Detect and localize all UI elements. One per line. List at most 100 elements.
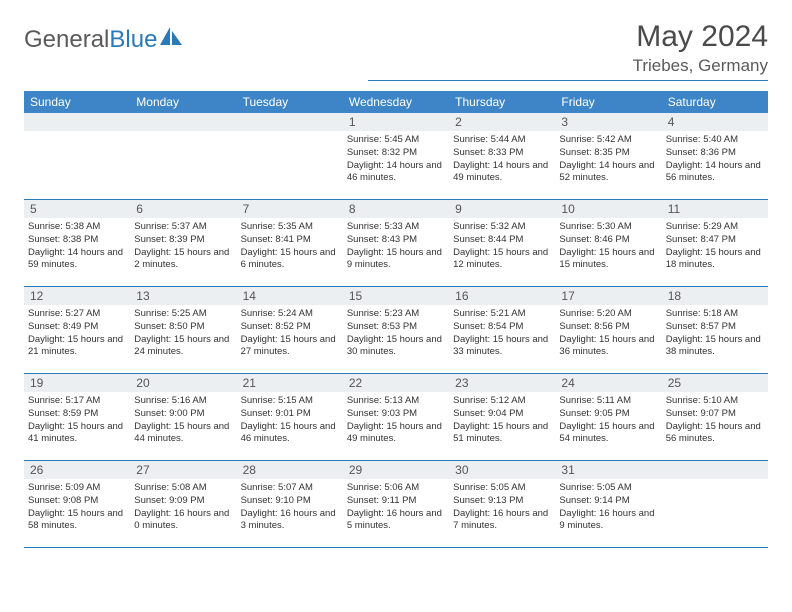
day-cell: 30Sunrise: 5:05 AMSunset: 9:13 PMDayligh…: [449, 461, 555, 547]
day-cell: 16 Sunrise: 5:21 AMSunset: 8:54 PMDayligh…: [449, 287, 555, 373]
day-number: [243, 115, 337, 129]
day-number: 22: [349, 376, 443, 390]
day-number: 30: [455, 463, 549, 477]
day-info: Sunrise: 5:23 AMSunset: 8:53 PMDaylight:…: [347, 308, 445, 359]
day-number: 16: [455, 289, 549, 303]
daylight-text: Daylight: 15 hours and 56 minutes.: [666, 421, 764, 447]
day-cell: 17Sunrise: 5:20 AMSunset: 8:56 PMDayligh…: [555, 287, 661, 373]
day-info: Sunrise: 5:10 AMSunset: 9:07 PMDaylight:…: [666, 395, 764, 446]
day-cell: 21Sunrise: 5:15 AMSunset: 9:01 PMDayligh…: [237, 374, 343, 460]
daylight-text: Daylight: 14 hours and 59 minutes.: [28, 247, 126, 273]
daynum-wrap: 10: [555, 200, 661, 218]
daylight-text: Daylight: 15 hours and 18 minutes.: [666, 247, 764, 273]
day-cell: 6Sunrise: 5:37 AMSunset: 8:39 PMDaylight…: [130, 200, 236, 286]
daynum-wrap: 2: [449, 113, 555, 131]
day-cell: 18Sunrise: 5:18 AMSunset: 8:57 PMDayligh…: [662, 287, 768, 373]
dow-monday: Monday: [130, 91, 236, 113]
day-info: Sunrise: 5:40 AMSunset: 8:36 PMDaylight:…: [666, 134, 764, 185]
sunrise-text: Sunrise: 5:44 AM: [453, 134, 551, 147]
daynum-wrap: 4: [662, 113, 768, 131]
day-cell: 8Sunrise: 5:33 AMSunset: 8:43 PMDaylight…: [343, 200, 449, 286]
daylight-text: Daylight: 15 hours and 9 minutes.: [347, 247, 445, 273]
sunset-text: Sunset: 9:05 PM: [559, 408, 657, 421]
sunrise-text: Sunrise: 5:09 AM: [28, 482, 126, 495]
daynum-wrap: [24, 113, 130, 131]
dow-friday: Friday: [555, 91, 661, 113]
daylight-text: Daylight: 15 hours and 30 minutes.: [347, 334, 445, 360]
daynum-wrap: 24: [555, 374, 661, 392]
day-cell: 22Sunrise: 5:13 AMSunset: 9:03 PMDayligh…: [343, 374, 449, 460]
day-info: Sunrise: 5:38 AMSunset: 8:38 PMDaylight:…: [28, 221, 126, 272]
day-number: [136, 115, 230, 129]
sunrise-text: Sunrise: 5:07 AM: [241, 482, 339, 495]
day-info: Sunrise: 5:45 AMSunset: 8:32 PMDaylight:…: [347, 134, 445, 185]
daylight-text: Daylight: 14 hours and 56 minutes.: [666, 160, 764, 186]
day-cell: 23Sunrise: 5:12 AMSunset: 9:04 PMDayligh…: [449, 374, 555, 460]
sunset-text: Sunset: 9:11 PM: [347, 495, 445, 508]
sunset-text: Sunset: 8:35 PM: [559, 147, 657, 160]
sunrise-text: Sunrise: 5:23 AM: [347, 308, 445, 321]
daynum-wrap: 7: [237, 200, 343, 218]
day-info: Sunrise: 5:21 AMSunset: 8:54 PMDaylight:…: [453, 308, 551, 359]
sunset-text: Sunset: 8:44 PM: [453, 234, 551, 247]
day-cell: 12Sunrise: 5:27 AMSunset: 8:49 PMDayligh…: [24, 287, 130, 373]
sunrise-text: Sunrise: 5:42 AM: [559, 134, 657, 147]
sunset-text: Sunset: 9:01 PM: [241, 408, 339, 421]
daylight-text: Daylight: 15 hours and 58 minutes.: [28, 508, 126, 534]
sunrise-text: Sunrise: 5:21 AM: [453, 308, 551, 321]
daynum-wrap: 13: [130, 287, 236, 305]
sunset-text: Sunset: 8:57 PM: [666, 321, 764, 334]
daynum-wrap: 29: [343, 461, 449, 479]
sunset-text: Sunset: 8:39 PM: [134, 234, 232, 247]
sail-icon: [160, 27, 182, 45]
daylight-text: Daylight: 15 hours and 27 minutes.: [241, 334, 339, 360]
daylight-text: Daylight: 15 hours and 54 minutes.: [559, 421, 657, 447]
day-info: Sunrise: 5:12 AMSunset: 9:04 PMDaylight:…: [453, 395, 551, 446]
month-title: May 2024: [368, 20, 768, 54]
day-number: 12: [30, 289, 124, 303]
sunset-text: Sunset: 8:43 PM: [347, 234, 445, 247]
sunset-text: Sunset: 8:56 PM: [559, 321, 657, 334]
day-info: Sunrise: 5:44 AMSunset: 8:33 PMDaylight:…: [453, 134, 551, 185]
daynum-wrap: 1: [343, 113, 449, 131]
day-number: 21: [243, 376, 337, 390]
daynum-wrap: 25: [662, 374, 768, 392]
daylight-text: Daylight: 15 hours and 15 minutes.: [559, 247, 657, 273]
week-row: 19Sunrise: 5:17 AMSunset: 8:59 PMDayligh…: [24, 374, 768, 461]
day-info: Sunrise: 5:07 AMSunset: 9:10 PMDaylight:…: [241, 482, 339, 533]
day-cell: 14Sunrise: 5:24 AMSunset: 8:52 PMDayligh…: [237, 287, 343, 373]
sunrise-text: Sunrise: 5:06 AM: [347, 482, 445, 495]
sunrise-text: Sunrise: 5:12 AM: [453, 395, 551, 408]
daynum-wrap: 14: [237, 287, 343, 305]
day-info: Sunrise: 5:16 AMSunset: 9:00 PMDaylight:…: [134, 395, 232, 446]
header: GeneralBlue May 2024 Triebes, Germany: [24, 20, 768, 81]
daynum-wrap: 6: [130, 200, 236, 218]
daynum-wrap: 3: [555, 113, 661, 131]
daynum-wrap: 8: [343, 200, 449, 218]
daynum-wrap: [130, 113, 236, 131]
sunrise-text: Sunrise: 5:15 AM: [241, 395, 339, 408]
sunset-text: Sunset: 8:38 PM: [28, 234, 126, 247]
day-number: [30, 115, 124, 129]
sunset-text: Sunset: 8:54 PM: [453, 321, 551, 334]
daylight-text: Daylight: 15 hours and 21 minutes.: [28, 334, 126, 360]
location-wrap: Triebes, Germany: [368, 56, 768, 81]
day-number: 2: [455, 115, 549, 129]
sunset-text: Sunset: 8:47 PM: [666, 234, 764, 247]
daynum-wrap: 27: [130, 461, 236, 479]
day-cell: 20Sunrise: 5:16 AMSunset: 9:00 PMDayligh…: [130, 374, 236, 460]
day-number: 10: [561, 202, 655, 216]
day-number: 9: [455, 202, 549, 216]
day-number: 4: [668, 115, 762, 129]
brand-logo: GeneralBlue: [24, 26, 182, 54]
sunrise-text: Sunrise: 5:11 AM: [559, 395, 657, 408]
sunrise-text: Sunrise: 5:45 AM: [347, 134, 445, 147]
daylight-text: Daylight: 16 hours and 9 minutes.: [559, 508, 657, 534]
day-cell: 15Sunrise: 5:23 AMSunset: 8:53 PMDayligh…: [343, 287, 449, 373]
day-number: 28: [243, 463, 337, 477]
sunrise-text: Sunrise: 5:16 AM: [134, 395, 232, 408]
sunrise-text: Sunrise: 5:05 AM: [453, 482, 551, 495]
week-row: 26Sunrise: 5:09 AMSunset: 9:08 PMDayligh…: [24, 461, 768, 548]
dow-row: Sunday Monday Tuesday Wednesday Thursday…: [24, 91, 768, 113]
day-info: Sunrise: 5:05 AMSunset: 9:14 PMDaylight:…: [559, 482, 657, 533]
